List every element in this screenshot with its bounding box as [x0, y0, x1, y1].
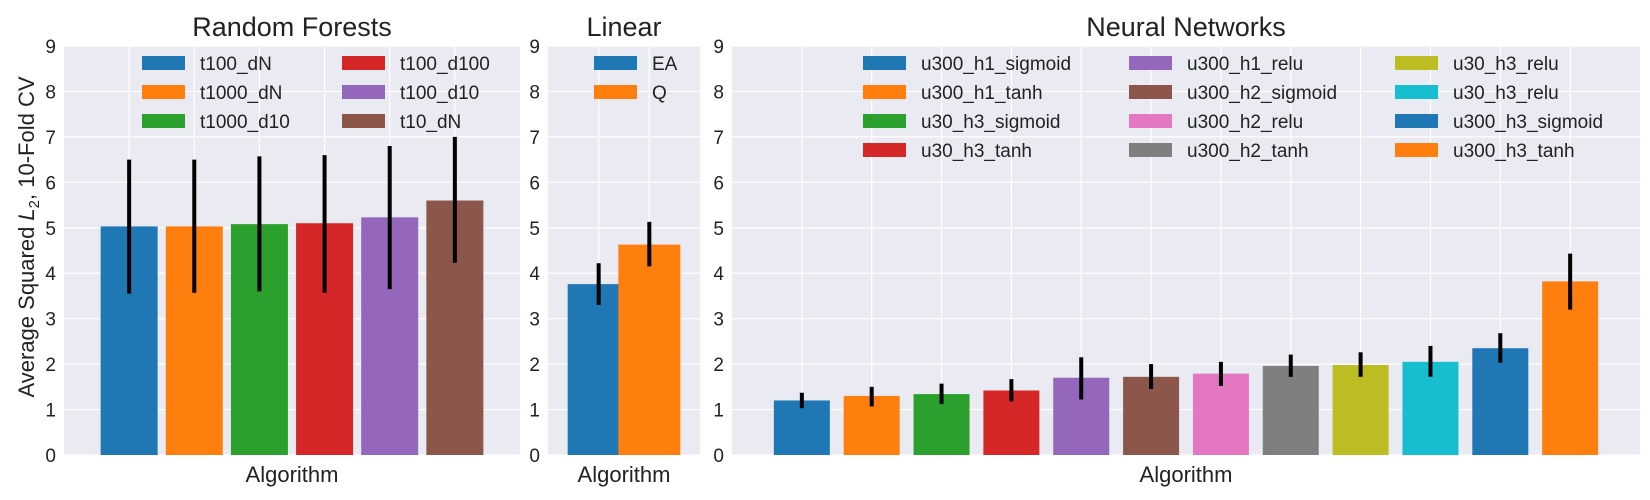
y-tick-label: 6 [45, 173, 56, 194]
legend-swatch-t1000_d10 [142, 114, 185, 128]
bar-u30_h3_relu [1332, 365, 1389, 455]
y-tick-label: 9 [713, 37, 724, 58]
y-tick-label: 8 [713, 82, 724, 103]
panel-random-forests: 0 1 2 3 4 5 6 7 8 9 Random Forests Algorithm t100_dN… [45, 12, 520, 487]
y-tick-label: 6 [529, 173, 540, 194]
panel-linear: 0 1 2 3 4 5 6 7 8 9 Linear Algorithm EA Q [529, 12, 700, 487]
y-tick-label: 8 [529, 82, 540, 103]
legend-swatch-u300_h1_tanh [863, 85, 906, 99]
bar-u300_h3_sigmoid [1472, 348, 1529, 455]
y-tick-label: 9 [529, 37, 540, 58]
y-tick-label: 5 [45, 219, 56, 240]
legend-swatch-t100_dN [142, 56, 185, 70]
legend-label-t100_dN: t100_dN [200, 54, 272, 75]
bar-u300_h2_tanh [1262, 365, 1319, 455]
y-tick-label: 4 [713, 264, 724, 285]
legend-label-u300_h2_tanh: u300_h2_tanh [1187, 141, 1309, 162]
y-tick-label: 0 [45, 446, 56, 467]
bar-u30_h3_sigmoid [913, 394, 970, 455]
ylabel-group: Average Squared L2, 10-Fold CV [14, 76, 43, 397]
y-tick-label: 1 [713, 401, 724, 422]
x-axis-label: Algorithm [246, 462, 339, 487]
panel-neural-networks: 0 1 2 3 4 5 6 7 8 9 Neural Networks Algorithm u300_h… [713, 12, 1640, 487]
y-tick-label: 3 [529, 310, 540, 331]
chart-title: Random Forests [192, 12, 392, 42]
chart-title: Linear [586, 12, 661, 42]
y-tick-label: 3 [45, 310, 56, 331]
y-tick-label: 0 [529, 446, 540, 467]
legend-swatch-u300_h3_tanh [1395, 143, 1438, 157]
legend-label-u30_h3_relu: u30_h3_relu [1453, 54, 1559, 75]
legend-swatch-u30_h3_tanh [863, 143, 906, 157]
legend-label-u30_h3_sigmoid: u30_h3_sigmoid [921, 112, 1060, 133]
legend-swatch-t100_d10 [342, 85, 385, 99]
y-tick-label: 1 [529, 401, 540, 422]
legend-swatch-u300_h2_tanh [1129, 143, 1172, 157]
legend-swatch-Q [594, 85, 637, 99]
y-tick-label: 4 [45, 264, 56, 285]
x-axis-label: Algorithm [1140, 462, 1233, 487]
legend-label-u300_h2_sigmoid: u300_h2_sigmoid [1187, 83, 1337, 104]
bar-u300_h1_sigmoid [773, 400, 830, 455]
legend-swatch-u300_h3_sigmoid [1395, 114, 1438, 128]
legend-swatch-u30_h3_relu [1395, 85, 1438, 99]
y-tick-label: 2 [529, 355, 540, 376]
y-tick-label: 2 [45, 355, 56, 376]
bar-Q [618, 244, 681, 455]
y-tick-label: 8 [45, 82, 56, 103]
y-tick-label: 7 [529, 128, 540, 149]
bar-u300_h2_relu [1192, 373, 1249, 455]
y-axis-label: Average Squared L2, 10-Fold CV [14, 76, 43, 397]
legend-swatch-EA [594, 56, 637, 70]
chart-title: Neural Networks [1086, 12, 1286, 42]
y-tick-label: 7 [45, 128, 56, 149]
bar-u30_h3_relu [1402, 361, 1459, 455]
legend-label-u300_h1_sigmoid: u300_h1_sigmoid [921, 54, 1071, 75]
legend-swatch-t10_dN [342, 114, 385, 128]
legend-label-t100_d10: t100_d10 [400, 83, 479, 104]
legend-swatch-u300_h1_relu [1129, 56, 1172, 70]
legend-swatch-u300_h2_relu [1129, 114, 1172, 128]
y-tick-label: 0 [713, 446, 724, 467]
x-axis-label: Algorithm [578, 462, 671, 487]
legend-label-u30_h3_tanh: u30_h3_tanh [921, 141, 1032, 162]
legend-label-t1000_d10: t1000_d10 [200, 112, 290, 133]
y-tick-label: 7 [713, 128, 724, 149]
y-tick-label: 4 [529, 264, 540, 285]
y-tick-label: 5 [713, 219, 724, 240]
legend-swatch-u30_h3_sigmoid [863, 114, 906, 128]
bar-u300_h3_tanh [1542, 281, 1599, 455]
legend-swatch-t100_d100 [342, 56, 385, 70]
y-tick-label: 3 [713, 310, 724, 331]
legend-swatch-u300_h1_sigmoid [863, 56, 906, 70]
legend-label-u300_h2_relu: u300_h2_relu [1187, 112, 1303, 133]
legend-label-u300_h1_tanh: u300_h1_tanh [921, 83, 1043, 104]
y-tick-label: 9 [45, 37, 56, 58]
y-tick-label: 5 [529, 219, 540, 240]
legend-label-t1000_dN: t1000_dN [200, 83, 282, 104]
legend-swatch-u300_h2_sigmoid [1129, 85, 1172, 99]
bar-u300_h2_sigmoid [1123, 376, 1180, 455]
legend-label-u300_h3_sigmoid: u300_h3_sigmoid [1453, 112, 1603, 133]
legend-label-u300_h1_relu: u300_h1_relu [1187, 54, 1303, 75]
y-tick-label: 6 [713, 173, 724, 194]
legend-label-Q: Q [652, 83, 667, 104]
legend-label-u300_h3_tanh: u300_h3_tanh [1453, 141, 1575, 162]
legend-label-t100_d100: t100_d100 [400, 54, 490, 75]
y-tick-label: 2 [713, 355, 724, 376]
legend-label-EA: EA [652, 54, 678, 75]
y-tick-label: 1 [45, 401, 56, 422]
legend-swatch-u30_h3_relu [1395, 56, 1438, 70]
legend-swatch-t1000_dN [142, 85, 185, 99]
legend-label-u30_h3_relu: u30_h3_relu [1453, 83, 1559, 104]
legend-label-t10_dN: t10_dN [400, 112, 461, 133]
